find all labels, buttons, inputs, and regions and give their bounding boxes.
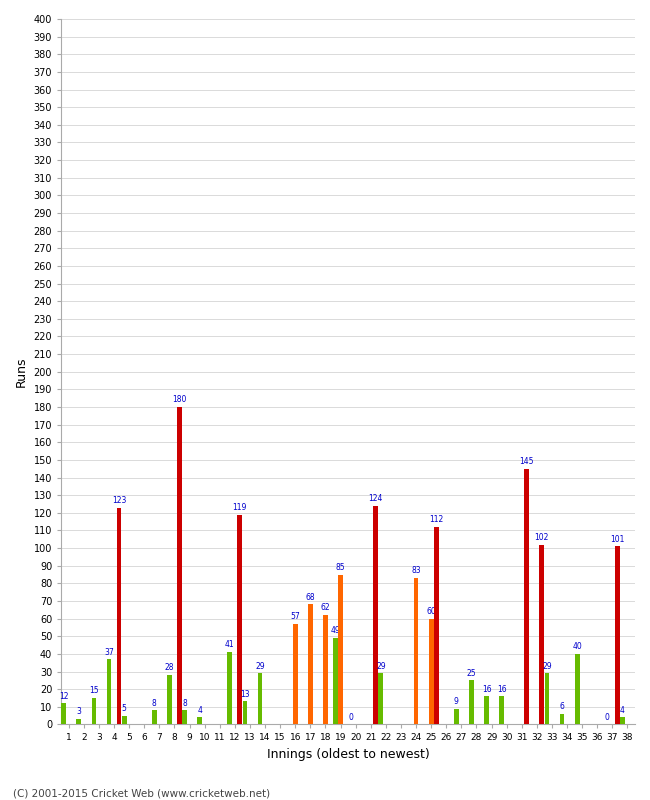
Text: 29: 29 xyxy=(542,662,552,670)
Text: 4: 4 xyxy=(197,706,202,714)
Text: 8: 8 xyxy=(152,698,157,708)
Text: 102: 102 xyxy=(535,533,549,542)
Text: 37: 37 xyxy=(104,647,114,657)
Bar xyxy=(227,652,232,725)
Text: 41: 41 xyxy=(225,641,235,650)
Text: 25: 25 xyxy=(467,669,476,678)
Bar xyxy=(177,407,182,725)
Text: 13: 13 xyxy=(240,690,250,699)
Bar xyxy=(61,703,66,725)
Text: 3: 3 xyxy=(77,707,81,717)
Bar xyxy=(308,605,313,725)
Text: 15: 15 xyxy=(89,686,99,695)
Text: 49: 49 xyxy=(331,626,341,635)
Bar xyxy=(540,545,544,725)
Bar xyxy=(373,506,378,725)
Bar xyxy=(152,710,157,725)
Text: 119: 119 xyxy=(233,503,247,512)
Text: 83: 83 xyxy=(411,566,421,575)
Bar xyxy=(620,718,625,725)
Bar xyxy=(323,615,328,725)
Text: 101: 101 xyxy=(610,534,625,544)
Bar xyxy=(429,618,434,725)
Bar xyxy=(469,680,474,725)
Bar xyxy=(545,674,549,725)
Text: 112: 112 xyxy=(429,515,443,524)
Bar xyxy=(293,624,298,725)
X-axis label: Innings (oldest to newest): Innings (oldest to newest) xyxy=(266,748,430,761)
Bar xyxy=(237,514,242,725)
Text: 28: 28 xyxy=(164,663,174,672)
Bar xyxy=(499,696,504,725)
Bar xyxy=(107,659,111,725)
Text: 29: 29 xyxy=(376,662,385,670)
Text: 8: 8 xyxy=(182,698,187,708)
Text: 124: 124 xyxy=(369,494,383,503)
Text: 0: 0 xyxy=(348,713,353,722)
Text: 145: 145 xyxy=(519,457,534,466)
Text: 85: 85 xyxy=(336,563,345,572)
Bar xyxy=(525,469,529,725)
Text: 12: 12 xyxy=(59,692,68,701)
Bar xyxy=(197,718,202,725)
Text: 9: 9 xyxy=(454,697,459,706)
Text: 40: 40 xyxy=(572,642,582,651)
Text: 68: 68 xyxy=(306,593,315,602)
Bar xyxy=(257,674,263,725)
Text: 123: 123 xyxy=(112,496,126,505)
Text: 60: 60 xyxy=(426,607,436,616)
Bar xyxy=(167,675,172,725)
Text: 6: 6 xyxy=(560,702,564,711)
Bar xyxy=(122,715,127,725)
Text: 4: 4 xyxy=(620,706,625,714)
Bar xyxy=(92,698,96,725)
Bar xyxy=(333,638,338,725)
Bar xyxy=(484,696,489,725)
Bar xyxy=(615,546,619,725)
Bar xyxy=(454,709,459,725)
Bar xyxy=(378,674,383,725)
Bar xyxy=(560,714,564,725)
Text: 5: 5 xyxy=(122,704,127,713)
Bar xyxy=(338,574,343,725)
Bar xyxy=(413,578,419,725)
Text: 57: 57 xyxy=(291,612,300,622)
Bar xyxy=(77,719,81,725)
Text: 0: 0 xyxy=(605,713,610,722)
Text: 180: 180 xyxy=(172,395,187,404)
Text: 62: 62 xyxy=(320,603,330,613)
Text: (C) 2001-2015 Cricket Web (www.cricketweb.net): (C) 2001-2015 Cricket Web (www.cricketwe… xyxy=(13,788,270,798)
Bar xyxy=(434,527,439,725)
Text: 16: 16 xyxy=(497,685,506,694)
Bar xyxy=(182,710,187,725)
Bar xyxy=(117,507,122,725)
Y-axis label: Runs: Runs xyxy=(15,357,28,387)
Bar xyxy=(575,654,580,725)
Bar xyxy=(242,702,247,725)
Text: 29: 29 xyxy=(255,662,265,670)
Text: 16: 16 xyxy=(482,685,491,694)
